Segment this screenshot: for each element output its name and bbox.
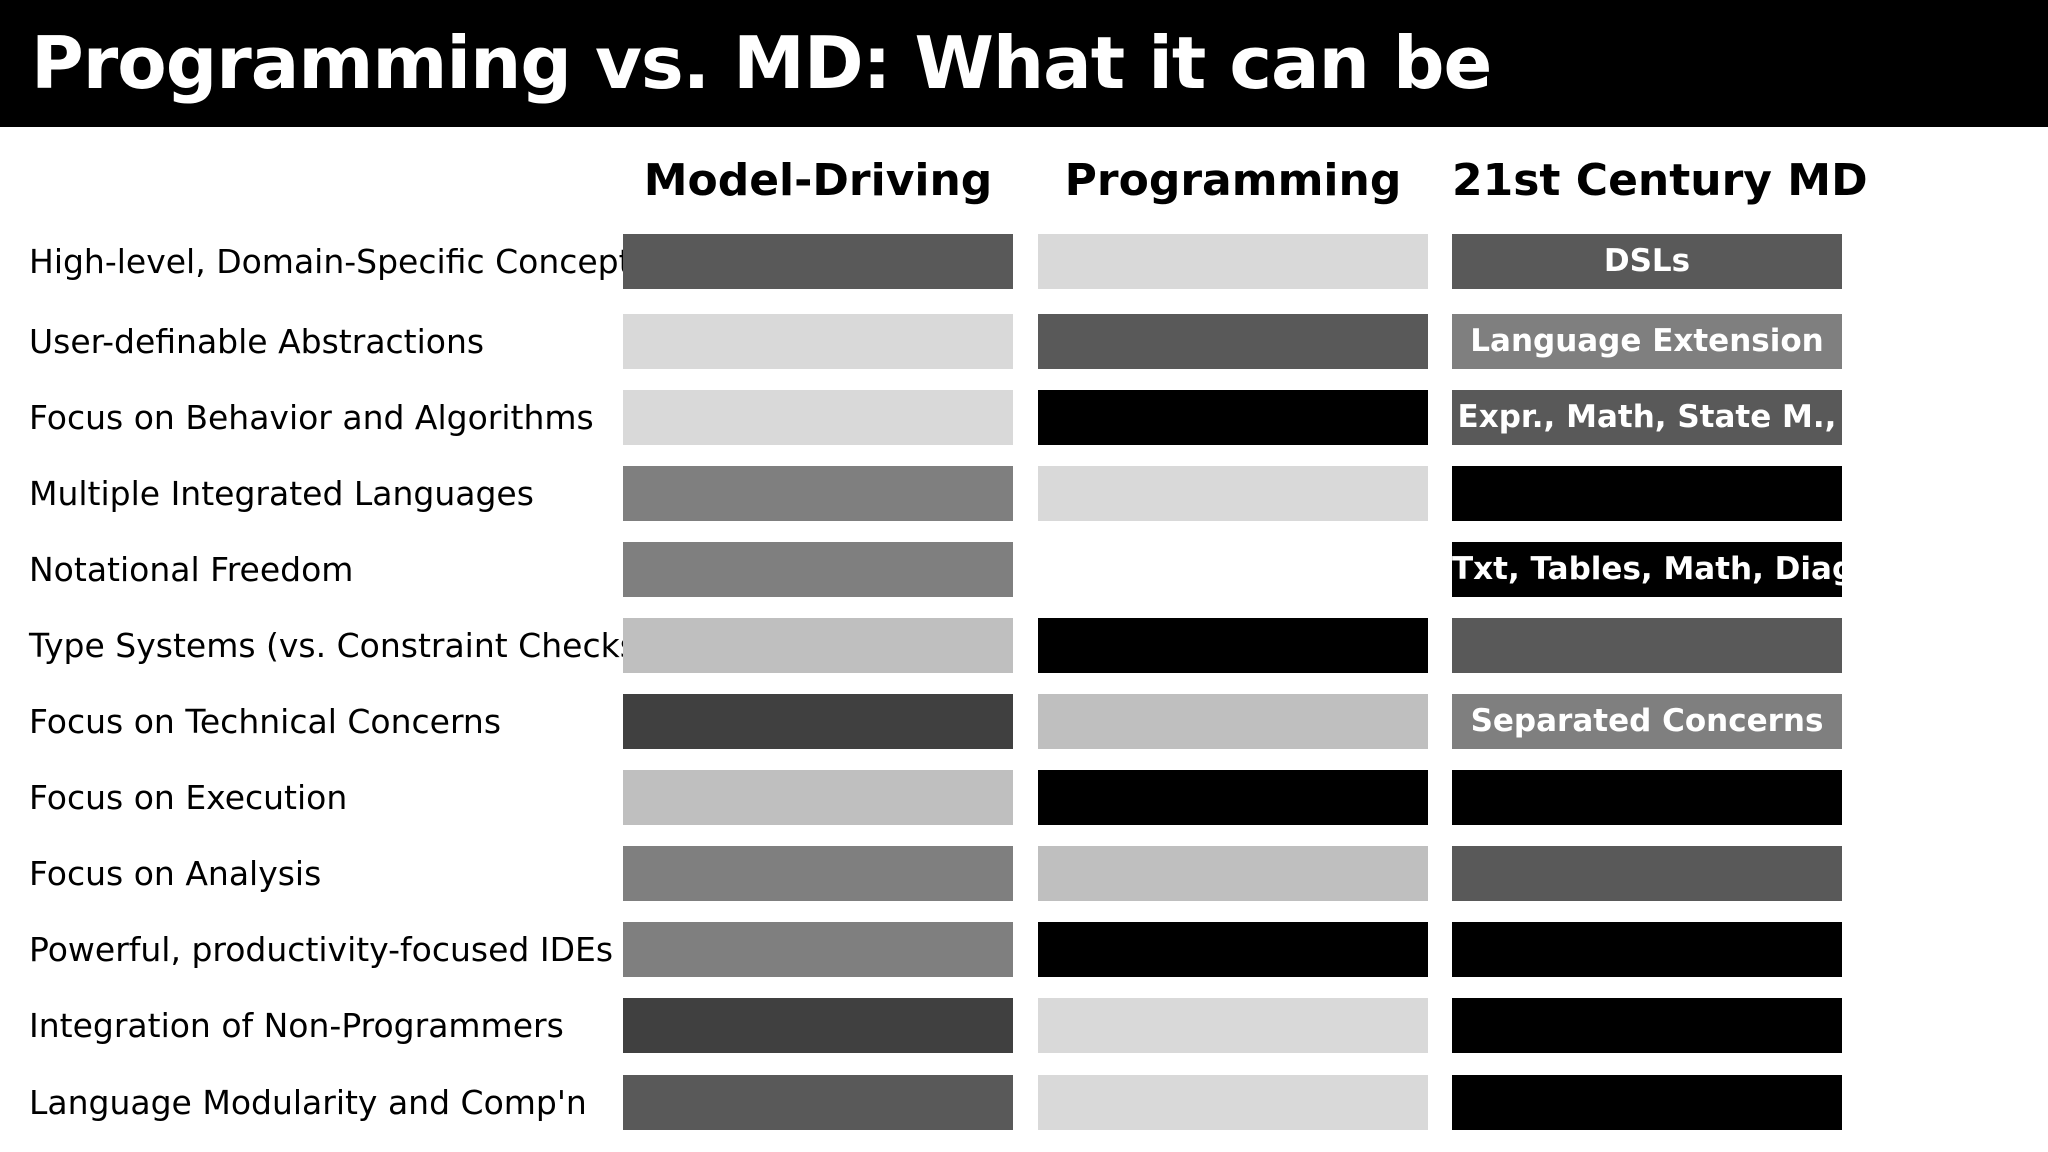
column-header-21st-century-md: 21st Century MD — [1452, 155, 1868, 206]
cell-21st-century-md — [1452, 998, 1842, 1053]
cell-model-driving — [623, 1075, 1013, 1130]
slide-title: Programming vs. MD: What it can be — [31, 21, 1492, 105]
cell-model-driving — [623, 770, 1013, 825]
cell-21st-century-md: DSLs — [1452, 234, 1842, 289]
cell-model-driving — [623, 922, 1013, 977]
cell-programming — [1038, 846, 1428, 901]
row-label: Focus on Execution — [29, 778, 348, 817]
row-label: User-definable Abstractions — [29, 322, 485, 361]
cell-21st-century-md: Language Extension — [1452, 314, 1842, 369]
cell-programming — [1038, 390, 1428, 445]
cell-model-driving — [623, 466, 1013, 521]
cell-model-driving — [623, 314, 1013, 369]
cell-21st-century-md — [1452, 922, 1842, 977]
cell-21st-century-md — [1452, 466, 1842, 521]
cell-programming — [1038, 618, 1428, 673]
column-header-programming: Programming — [1064, 155, 1402, 206]
cell-programming — [1038, 1075, 1428, 1130]
cell-model-driving — [623, 998, 1013, 1053]
cell-programming — [1038, 998, 1428, 1053]
cell-21st-century-md — [1452, 770, 1842, 825]
cell-model-driving — [623, 234, 1013, 289]
column-header-model-driving: Model-Driving — [643, 155, 993, 206]
row-label: Type Systems (vs. Constraint Checks) — [29, 626, 650, 665]
cell-model-driving — [623, 846, 1013, 901]
row-label: Powerful, productivity-focused IDEs — [29, 930, 614, 969]
row-label: Focus on Technical Concerns — [29, 702, 502, 741]
cell-21st-century-md — [1452, 1075, 1842, 1130]
row-label: Integration of Non-Programmers — [29, 1006, 564, 1045]
row-label: Focus on Analysis — [29, 854, 322, 893]
row-label: Notational Freedom — [29, 550, 354, 589]
cell-programming — [1038, 770, 1428, 825]
cell-programming — [1038, 542, 1428, 597]
cell-21st-century-md: Separated Concerns — [1452, 694, 1842, 749]
cell-21st-century-md — [1452, 618, 1842, 673]
cell-programming — [1038, 922, 1428, 977]
cell-21st-century-md: Txt, Tables, Math, Diag — [1452, 542, 1842, 597]
cell-model-driving — [623, 694, 1013, 749]
row-label: Language Modularity and Comp'n — [29, 1083, 587, 1122]
cell-model-driving — [623, 618, 1013, 673]
row-label: High-level, Domain-Specific Concepts — [29, 242, 649, 281]
row-label: Multiple Integrated Languages — [29, 474, 534, 513]
cell-programming — [1038, 314, 1428, 369]
cell-21st-century-md — [1452, 846, 1842, 901]
title-bar: Programming vs. MD: What it can be — [0, 0, 2048, 127]
cell-21st-century-md: Expr., Math, State M., — [1452, 390, 1842, 445]
cell-programming — [1038, 694, 1428, 749]
cell-model-driving — [623, 390, 1013, 445]
cell-programming — [1038, 234, 1428, 289]
cell-model-driving — [623, 542, 1013, 597]
cell-programming — [1038, 466, 1428, 521]
row-label: Focus on Behavior and Algorithms — [29, 398, 594, 437]
